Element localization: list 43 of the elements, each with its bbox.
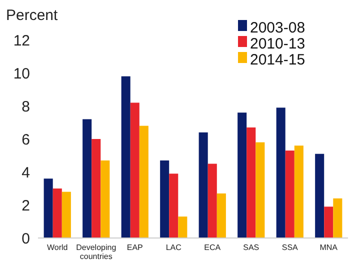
legend-label: 2014-15 xyxy=(250,51,306,68)
bar xyxy=(169,174,178,238)
bar xyxy=(324,206,334,238)
y-tick-label: 2 xyxy=(22,197,30,214)
x-tick-label: SSA xyxy=(282,243,299,252)
bar xyxy=(160,160,170,238)
bar xyxy=(100,160,110,238)
bar xyxy=(62,192,71,238)
x-tick-label: Developing countries xyxy=(76,243,116,261)
bar xyxy=(238,112,247,238)
y-tick-label: 6 xyxy=(22,131,30,148)
x-tick-label: LAC xyxy=(166,243,182,252)
bar xyxy=(333,198,342,238)
bar xyxy=(92,139,101,238)
x-tick-label: MNA xyxy=(320,243,338,252)
bar xyxy=(44,178,53,238)
bar xyxy=(130,102,140,238)
bar xyxy=(121,76,130,238)
bar xyxy=(315,154,324,238)
bar xyxy=(208,164,217,238)
bar xyxy=(52,188,62,238)
bar xyxy=(256,142,265,238)
y-tick-label: 4 xyxy=(22,164,30,182)
bar xyxy=(276,108,286,238)
x-tick-label: EAP xyxy=(126,243,143,252)
legend-label: 2010-13 xyxy=(250,35,306,52)
bar xyxy=(198,132,208,238)
x-tick-label: World xyxy=(47,243,68,252)
bar xyxy=(178,216,188,238)
y-axis-title: Percent xyxy=(6,7,59,24)
y-tick-label: 10 xyxy=(13,65,30,82)
bar xyxy=(294,146,304,238)
bar xyxy=(82,119,92,238)
legend-label: 2003-08 xyxy=(250,19,306,36)
bar xyxy=(139,126,148,238)
y-tick-label: 0 xyxy=(22,230,30,248)
bar xyxy=(285,150,294,238)
bar xyxy=(216,193,226,238)
y-tick-label: 12 xyxy=(13,32,30,50)
y-tick-label: 8 xyxy=(22,98,30,116)
x-tick-label: SAS xyxy=(243,243,260,252)
bar xyxy=(246,127,256,238)
x-tick-label: ECA xyxy=(204,243,222,252)
